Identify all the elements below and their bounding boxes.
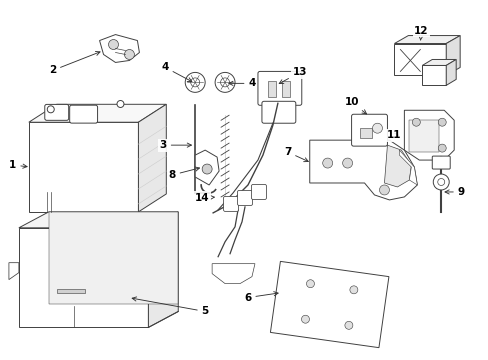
Bar — [408, 120, 438, 152]
Bar — [281, 81, 289, 97]
Text: 14: 14 — [194, 193, 214, 203]
Polygon shape — [212, 264, 254, 284]
Polygon shape — [19, 212, 178, 228]
Polygon shape — [270, 261, 388, 348]
Polygon shape — [394, 36, 459, 44]
Text: 4: 4 — [228, 78, 255, 88]
Polygon shape — [404, 110, 453, 160]
Bar — [359, 128, 371, 138]
Circle shape — [344, 321, 352, 329]
Circle shape — [108, 40, 118, 50]
Text: 2: 2 — [49, 51, 100, 76]
Circle shape — [437, 144, 446, 152]
Polygon shape — [309, 140, 416, 200]
Polygon shape — [394, 44, 446, 75]
Polygon shape — [138, 104, 166, 212]
Circle shape — [47, 106, 54, 113]
FancyBboxPatch shape — [69, 105, 98, 123]
Circle shape — [215, 72, 235, 92]
Polygon shape — [148, 212, 178, 328]
Text: 11: 11 — [386, 130, 401, 140]
Text: 3: 3 — [160, 140, 191, 150]
Text: 8: 8 — [168, 167, 199, 180]
FancyBboxPatch shape — [45, 104, 68, 120]
Text: 4: 4 — [162, 62, 191, 82]
Text: 5: 5 — [132, 297, 208, 316]
FancyBboxPatch shape — [237, 190, 252, 206]
Polygon shape — [100, 35, 139, 62]
Polygon shape — [422, 66, 446, 85]
Polygon shape — [49, 212, 178, 303]
Polygon shape — [19, 228, 148, 328]
FancyBboxPatch shape — [351, 114, 386, 146]
Circle shape — [411, 118, 420, 126]
Polygon shape — [399, 150, 416, 185]
Polygon shape — [446, 36, 459, 75]
Circle shape — [117, 100, 124, 108]
Polygon shape — [9, 263, 19, 280]
Text: 7: 7 — [284, 147, 307, 162]
Circle shape — [379, 185, 388, 195]
FancyBboxPatch shape — [431, 156, 449, 169]
Circle shape — [301, 315, 309, 323]
Text: 1: 1 — [9, 160, 27, 170]
FancyBboxPatch shape — [251, 184, 266, 199]
Text: 9: 9 — [444, 187, 464, 197]
Circle shape — [349, 286, 357, 294]
Circle shape — [124, 50, 134, 59]
Polygon shape — [446, 59, 455, 85]
Circle shape — [322, 158, 332, 168]
Polygon shape — [384, 145, 410, 187]
Circle shape — [306, 280, 314, 288]
Text: 6: 6 — [244, 292, 278, 302]
Polygon shape — [195, 150, 219, 185]
FancyBboxPatch shape — [223, 197, 238, 211]
Bar — [57, 289, 84, 293]
Polygon shape — [29, 122, 138, 212]
Circle shape — [202, 164, 212, 174]
Circle shape — [437, 118, 446, 126]
Circle shape — [372, 123, 382, 133]
Bar — [267, 81, 275, 97]
FancyBboxPatch shape — [258, 71, 301, 105]
FancyBboxPatch shape — [262, 101, 295, 123]
Text: 12: 12 — [413, 26, 427, 40]
Polygon shape — [29, 104, 166, 122]
Circle shape — [432, 174, 448, 190]
Text: 13: 13 — [279, 67, 306, 84]
Circle shape — [342, 158, 352, 168]
Polygon shape — [422, 59, 455, 66]
Text: 10: 10 — [344, 97, 366, 114]
Circle shape — [185, 72, 205, 92]
